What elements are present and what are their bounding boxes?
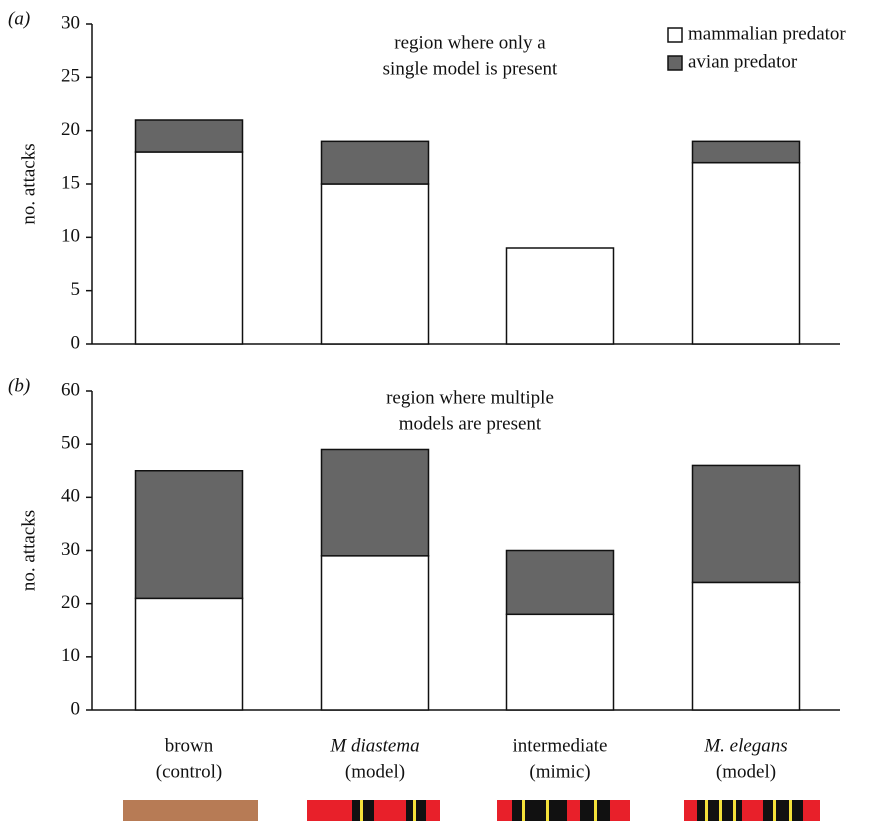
annotation: single model is present <box>383 58 558 79</box>
y-tick-label: 10 <box>61 226 80 247</box>
y-tick-label: 25 <box>61 66 80 87</box>
y-tick-label: 40 <box>61 486 80 507</box>
y-tick-label: 30 <box>61 12 80 33</box>
legend-label: mammalian predator <box>688 23 846 44</box>
bar-segment <box>505 549 615 616</box>
x-tick-label: M diastema <box>329 735 419 756</box>
x-tick-sublabel: (control) <box>156 761 222 782</box>
y-axis-label: no. attacks <box>18 510 39 591</box>
y-tick-label: 20 <box>61 592 80 613</box>
pattern-swatches <box>123 800 820 821</box>
y-tick-label: 20 <box>61 119 80 140</box>
y-tick-label: 15 <box>61 172 80 193</box>
bar-segment <box>691 161 801 345</box>
bar-segment <box>320 183 430 345</box>
y-axis-label: no. attacks <box>18 143 39 224</box>
bar-segment <box>691 464 801 584</box>
legend-swatch <box>667 55 683 71</box>
legend-swatch <box>667 27 683 43</box>
bar-segment <box>134 470 244 600</box>
y-tick-label: 0 <box>71 698 81 719</box>
y-tick-label: 0 <box>71 332 81 353</box>
panel-label: (b) <box>8 375 30 396</box>
annotation: region where only a <box>394 32 546 53</box>
y-tick-label: 60 <box>61 379 80 400</box>
annotation: region where multiple <box>386 387 554 408</box>
x-tick-label: brown <box>165 735 214 756</box>
x-tick-label: intermediate <box>513 735 608 756</box>
bar-segment <box>320 555 430 711</box>
bar-segment <box>691 581 801 711</box>
bar-segment <box>134 151 244 345</box>
y-tick-label: 10 <box>61 645 80 666</box>
annotation: models are present <box>399 413 542 434</box>
panel-label: (a) <box>8 8 30 29</box>
x-tick-sublabel: (mimic) <box>529 761 590 782</box>
bar-segment <box>134 597 244 711</box>
y-tick-label: 30 <box>61 539 80 560</box>
bar-segment <box>691 140 801 164</box>
bar-segment <box>320 448 430 557</box>
x-tick-label: M. elegans <box>703 735 787 756</box>
bar-segment <box>320 140 430 185</box>
bar-segment <box>505 247 615 345</box>
y-tick-label: 5 <box>71 279 81 300</box>
legend-label: avian predator <box>688 51 798 72</box>
y-tick-label: 50 <box>61 433 80 454</box>
bar-segment <box>505 613 615 711</box>
bar-segment <box>134 119 244 153</box>
x-tick-sublabel: (model) <box>716 761 776 782</box>
x-tick-sublabel: (model) <box>345 761 405 782</box>
